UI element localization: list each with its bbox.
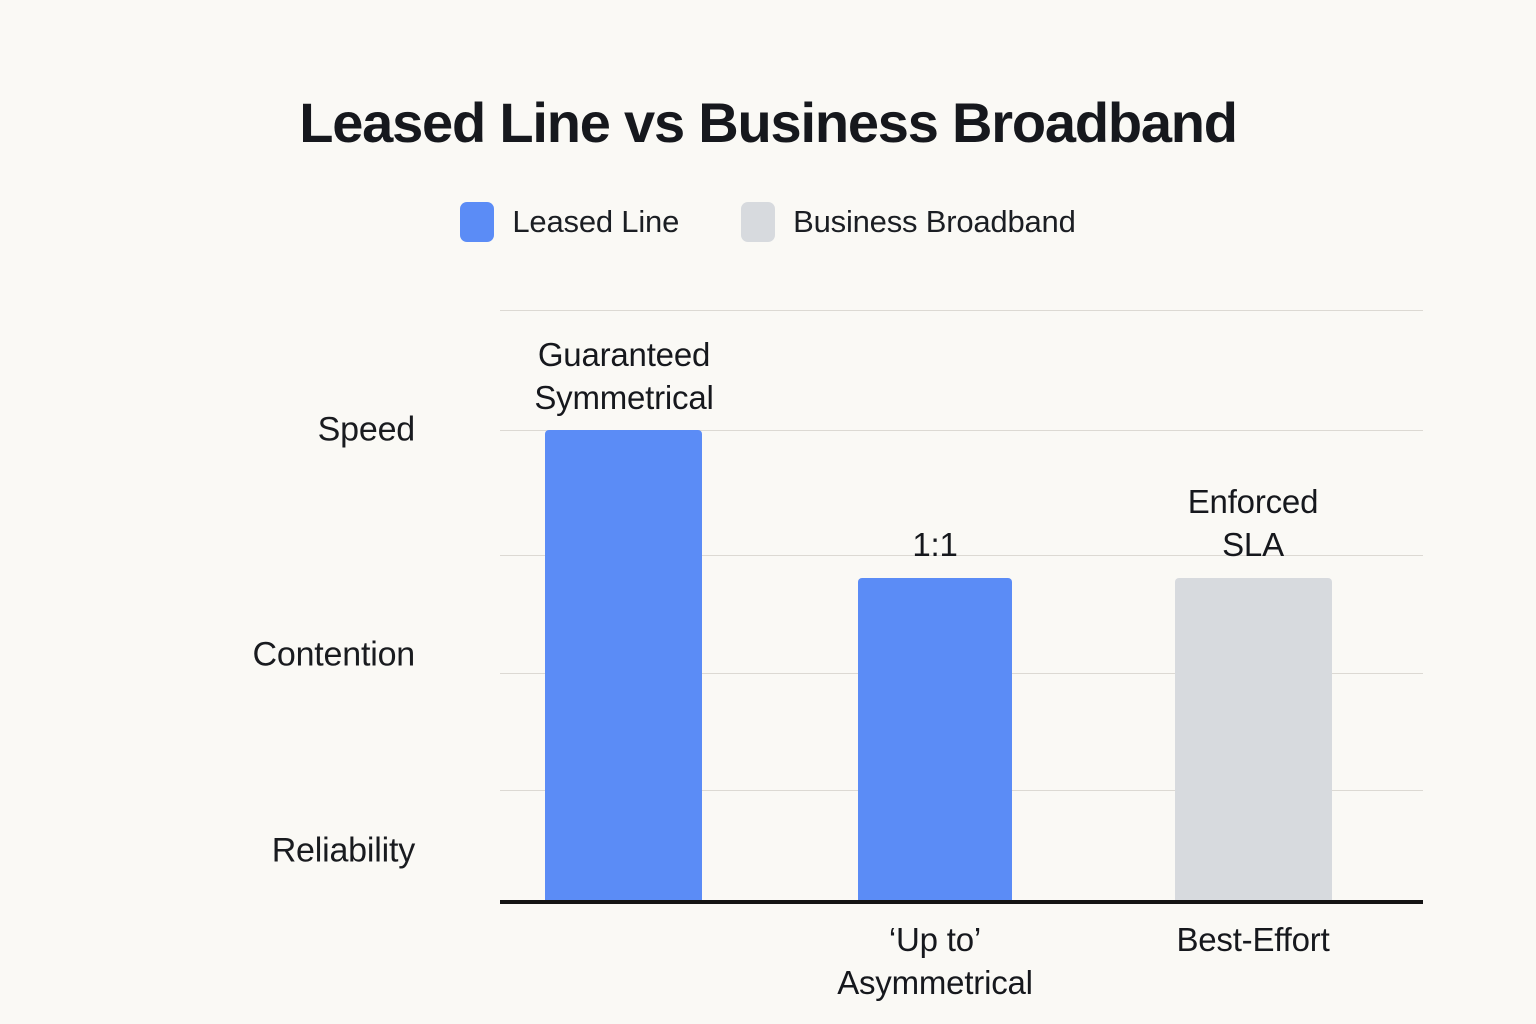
y-axis-label-contention: Contention <box>252 635 416 674</box>
page-title: Leased Line vs Business Broadband <box>299 91 1238 154</box>
x-axis-label-best-effort: Best-Effort <box>1176 921 1330 958</box>
plot-area <box>500 310 1423 902</box>
legend-swatch-icon-leased-line <box>460 202 495 242</box>
legend-label-business-broadband: Business Broadband <box>793 204 1076 239</box>
bar-value-label-guaranteed-symmetrical: Guaranteed Symmetrical <box>534 336 714 416</box>
gridline <box>500 310 1423 311</box>
gridline <box>500 430 1423 431</box>
chart-legend: Leased Line Business Broadband <box>0 202 1536 242</box>
legend-item-business-broadband[interactable]: Business Broadband <box>741 202 1076 242</box>
bar-value-label-one-to-one: 1:1 <box>912 526 958 563</box>
gridline <box>500 555 1423 556</box>
x-axis-baseline <box>500 900 1423 904</box>
bar-leased-line-speed[interactable] <box>545 430 702 901</box>
legend-item-leased-line[interactable]: Leased Line <box>460 202 679 242</box>
x-axis-label-up-to-asymmetrical: ‘Up to’ Asymmetrical <box>837 921 1033 1001</box>
legend-label-leased-line: Leased Line <box>512 204 680 239</box>
legend-swatch-icon-business-broadband <box>741 202 776 242</box>
bar-value-label-enforced-sla: Enforced SLA <box>1187 483 1319 563</box>
y-axis-label-speed: Speed <box>317 410 416 449</box>
bar-leased-line-contention[interactable] <box>858 578 1012 901</box>
y-axis-label-reliability: Reliability <box>271 831 415 870</box>
bar-business-broadband[interactable] <box>1175 578 1332 901</box>
